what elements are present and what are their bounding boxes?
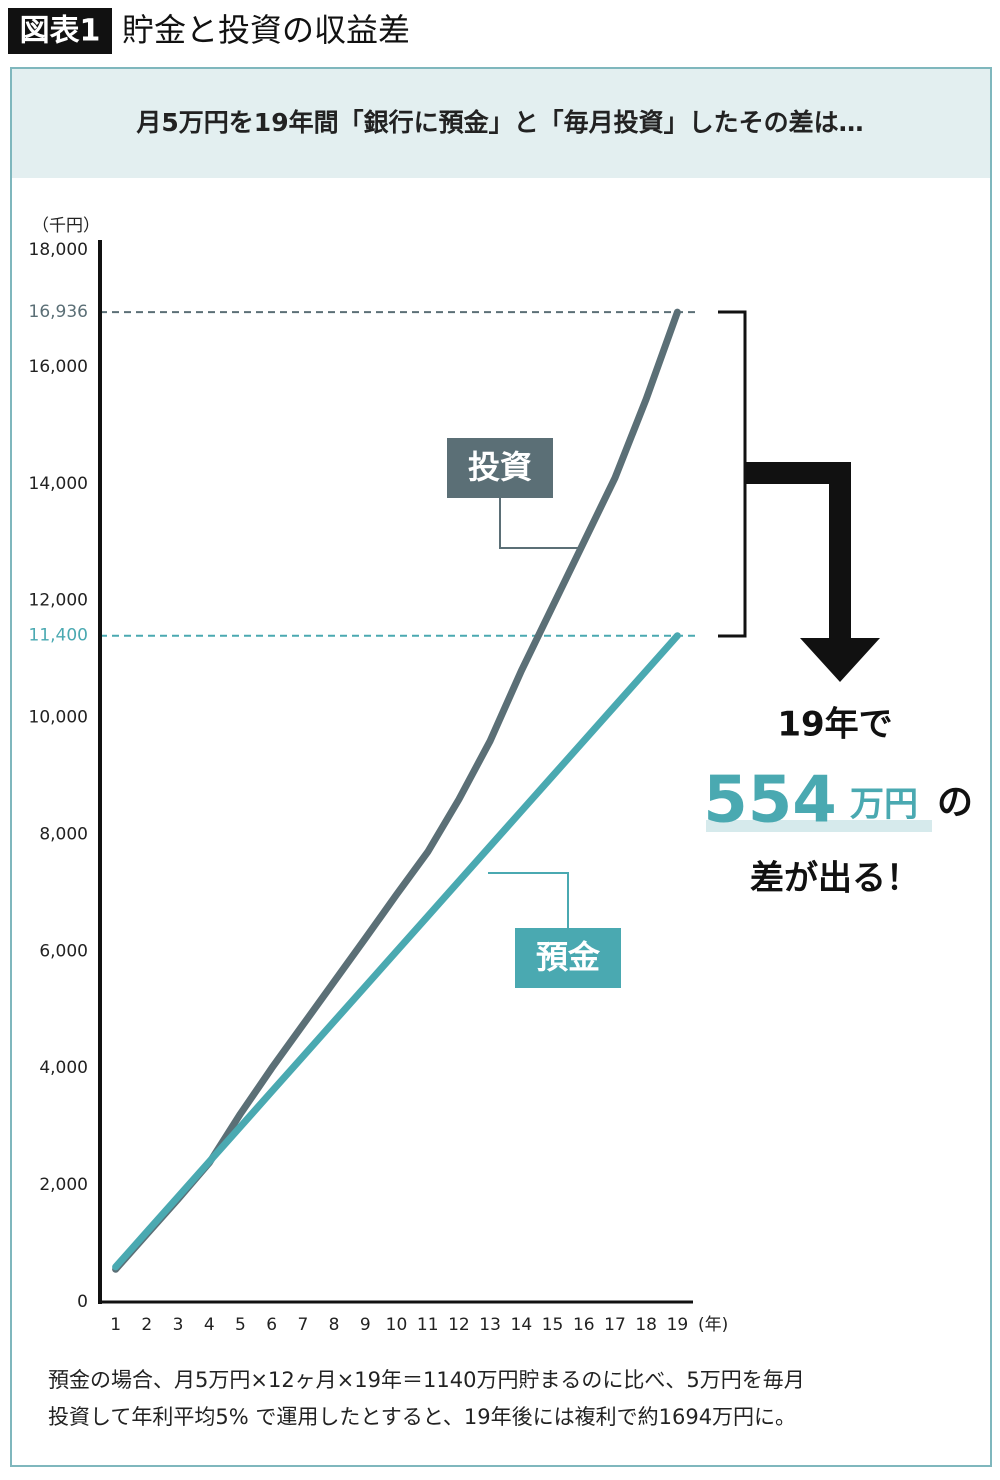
x-tick-label: 4 xyxy=(204,1315,215,1335)
bracket xyxy=(718,310,747,638)
x-tick-label: 18 xyxy=(635,1315,657,1335)
line xyxy=(112,308,681,1273)
x-tick-label: 12 xyxy=(448,1315,470,1335)
x-tick-label: 1 xyxy=(110,1315,121,1335)
y-tick-label: 10,000 xyxy=(29,708,88,728)
y-tick-label: 0 xyxy=(77,1292,88,1312)
y-tick-label: 12,000 xyxy=(29,591,88,611)
y-tick-label: 16,000 xyxy=(29,357,88,377)
label-box xyxy=(515,928,621,988)
y-tick-label: 2,000 xyxy=(39,1175,88,1195)
footnote: 投資して年利平均5% で運用したとすると、19年後には複利で約1694万円に。 xyxy=(48,1405,796,1429)
x-tick-label: 13 xyxy=(479,1315,501,1335)
y-tick-label: 4,000 xyxy=(39,1058,88,1078)
x-tick-label: 5 xyxy=(235,1315,246,1335)
x-tick-label: 16 xyxy=(573,1315,595,1335)
series-label: 預金 xyxy=(536,938,601,976)
x-tick-label: 2 xyxy=(141,1315,152,1335)
x-tick-label: 15 xyxy=(542,1315,564,1335)
x-tick-label: 7 xyxy=(297,1315,308,1335)
label-connector xyxy=(499,498,578,549)
series-label: 投資 xyxy=(468,448,532,486)
x-tick-label: 8 xyxy=(329,1315,340,1335)
x-tick-label: 11 xyxy=(417,1315,439,1335)
x-tick-label: 9 xyxy=(360,1315,371,1335)
y-tick-label: 14,000 xyxy=(29,474,88,494)
frame xyxy=(10,67,992,1467)
reference-label: 11,400 xyxy=(29,626,88,646)
y-tick-label: 18,000 xyxy=(29,240,88,260)
x-tick-label: 10 xyxy=(386,1315,408,1335)
subtitle: 月5万円を19年間「銀行に預金」と「毎月投資」したその差は… xyxy=(135,108,863,137)
callout-amount: 554 xyxy=(703,764,837,838)
x-tick-label: 6 xyxy=(266,1315,277,1335)
badge: 図表1 xyxy=(20,14,101,49)
callout-particle: の xyxy=(937,782,973,823)
label-box xyxy=(447,438,553,498)
x-tick-label: 19 xyxy=(667,1315,689,1335)
x-tick-label: 17 xyxy=(604,1315,626,1335)
x-unit: (年) xyxy=(698,1315,728,1335)
x-tick-label: 14 xyxy=(511,1315,533,1335)
footnote: 預金の場合、月5万円×12ヶ月×19年＝1140万円貯まるのに比べ、5万円を毎月 xyxy=(48,1368,805,1392)
line xyxy=(112,632,681,1271)
badge-box xyxy=(8,8,112,54)
callout-unit: 万円 xyxy=(850,785,918,825)
highlight xyxy=(706,820,932,832)
callout-line3: 差が出る！ xyxy=(750,859,920,899)
arrow xyxy=(745,462,880,682)
title: 貯金と投資の収益差 xyxy=(122,11,410,49)
reference-label: 16,936 xyxy=(29,302,88,322)
label-connector xyxy=(488,872,569,928)
callout-line1: 19年で xyxy=(777,705,892,745)
y-tick-label: 6,000 xyxy=(39,941,88,961)
y-tick-label: 8,000 xyxy=(39,824,88,844)
y-unit: （千円） xyxy=(32,216,100,236)
x-tick-label: 3 xyxy=(173,1315,184,1335)
subtitle-band xyxy=(12,69,990,178)
